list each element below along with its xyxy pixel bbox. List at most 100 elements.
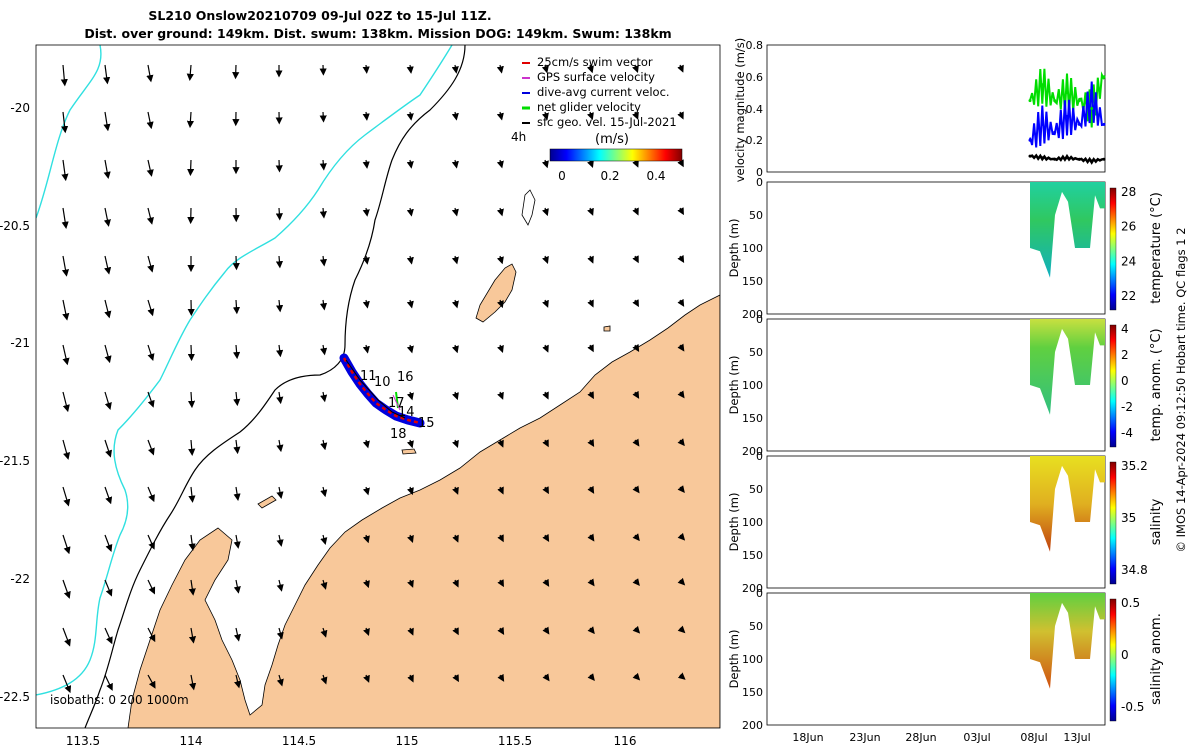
- vector-arrow: [146, 207, 154, 225]
- vector-arrow: [147, 579, 156, 595]
- vector-arrow: [632, 625, 641, 634]
- vector-arrow: [147, 299, 155, 317]
- vector-arrow: [320, 439, 328, 451]
- vector-arrow: [62, 627, 71, 647]
- vector-arrow: [496, 255, 504, 265]
- vector-arrow: [320, 486, 328, 498]
- vector-arrow: [188, 579, 196, 596]
- map-y-tick: -22: [10, 572, 30, 586]
- vector-arrow: [632, 672, 641, 681]
- time-tick: 28Jun: [905, 731, 936, 744]
- vector-arrow: [451, 207, 459, 217]
- vector-arrow: [587, 533, 595, 542]
- vector-arrow: [320, 674, 328, 685]
- vector-arrow: [233, 579, 241, 594]
- vector-arrow: [104, 486, 113, 505]
- vector-arrow: [362, 111, 370, 121]
- depth-tick: 50: [749, 346, 763, 359]
- vector-arrow: [677, 207, 684, 216]
- depth-tick: 0: [756, 313, 763, 326]
- vector-arrow: [497, 534, 504, 543]
- depth-tick: 100: [742, 516, 763, 529]
- vector-arrow: [319, 255, 328, 267]
- vector-arrow: [587, 111, 594, 121]
- legend-swim-vector: 25cm/s swim vector: [537, 55, 653, 69]
- vector-arrow: [62, 344, 70, 366]
- velocity-point: [1053, 99, 1057, 103]
- track-day-labels: 11 10 16 17 14 15 18: [360, 369, 435, 442]
- vector-arrow: [497, 299, 504, 309]
- vector-arrow: [362, 486, 370, 496]
- surface-velocity-vectors: [60, 64, 686, 694]
- velocity-point: [1090, 159, 1094, 163]
- vector-arrow: [497, 439, 504, 448]
- colorbar-tick: 28: [1121, 185, 1136, 199]
- vector-arrow: [320, 391, 328, 403]
- vector-arrow: [186, 111, 195, 129]
- map-y-tick: -21: [10, 336, 30, 350]
- vector-arrow: [61, 159, 69, 182]
- map-panel: 11 10 16 17 14 15 18 113.5 114 114.5 115…: [0, 44, 721, 748]
- vector-arrow: [542, 673, 550, 682]
- vector-arrow: [189, 674, 197, 691]
- legend-net-glider: net glider velocity: [537, 100, 641, 114]
- vector-arrow: [677, 438, 685, 447]
- vector-arrow: [452, 627, 459, 636]
- map-y-tick: -20: [10, 101, 30, 115]
- vector-arrow: [632, 578, 640, 586]
- vector-arrow: [275, 255, 284, 269]
- vector-arrow: [62, 579, 71, 599]
- salinity-panel: Depth (m) 0 50 100 150 200 35.2 35 34.8 salinity: [727, 450, 1164, 595]
- depth-tick: 100: [742, 653, 763, 666]
- vector-arrow: [61, 255, 70, 277]
- vector-arrow: [406, 344, 414, 354]
- colorbar-tick: 35.2: [1121, 459, 1148, 473]
- map-x-axis: 113.5 114 114.5 115 115.5 116: [66, 734, 637, 748]
- vector-arrow: [104, 255, 112, 275]
- track-label-17: 17: [388, 396, 405, 411]
- vector-arrow: [104, 391, 112, 410]
- vector-arrow: [451, 64, 459, 74]
- vector-arrow: [497, 673, 505, 682]
- vector-arrow: [496, 159, 504, 169]
- vector-arrow: [497, 579, 504, 588]
- vector-arrow: [275, 207, 283, 221]
- vector-arrow: [362, 159, 370, 169]
- time-axis: 18Jun 23Jun 28Jun 03Jul 08Jul 13Jul: [792, 731, 1090, 744]
- velocity-point: [1065, 114, 1069, 118]
- vector-arrow: [187, 344, 195, 362]
- vector-arrow: [320, 579, 328, 590]
- depth-tick: 150: [742, 686, 763, 699]
- vector-arrow: [452, 486, 459, 495]
- velocity-point: [1028, 99, 1032, 103]
- sal_anom-field: [1030, 593, 1105, 689]
- vector-arrow: [147, 627, 156, 643]
- vector-arrow: [677, 485, 685, 493]
- vector-arrow: [632, 343, 640, 353]
- vector-arrow: [497, 486, 504, 495]
- vector-arrow: [677, 298, 685, 307]
- vector-arrow: [60, 64, 68, 87]
- map-x-tick: 114: [180, 734, 203, 748]
- vector-arrow: [362, 255, 370, 265]
- vector-arrow: [677, 390, 685, 399]
- vector-arrow: [407, 579, 414, 588]
- temperature-colorbar-label: temperature (°C): [1149, 192, 1164, 304]
- vector-arrow: [587, 438, 595, 448]
- vector-arrow: [406, 391, 414, 401]
- colorbar-tick: 0.2: [600, 169, 619, 183]
- vector-arrow: [586, 64, 594, 74]
- colorbar-tick: 4: [1121, 322, 1129, 336]
- sal_anom-panel: Depth (m) 0 50 100 150 200 0.5 0 -0.5 salinity an…: [727, 587, 1164, 732]
- vector-arrow: [104, 579, 113, 597]
- vector-arrow: [62, 391, 70, 413]
- vector-arrow: [319, 207, 327, 219]
- vector-arrow: [188, 627, 197, 644]
- velocity-ytick: 0.8: [746, 39, 764, 52]
- vector-arrow: [632, 64, 639, 73]
- vector-arrow: [677, 64, 684, 73]
- depth-ylabel: Depth (m): [727, 219, 741, 278]
- vector-arrow: [62, 486, 71, 507]
- time-tick: 23Jun: [849, 731, 880, 744]
- vector-arrow: [587, 344, 594, 353]
